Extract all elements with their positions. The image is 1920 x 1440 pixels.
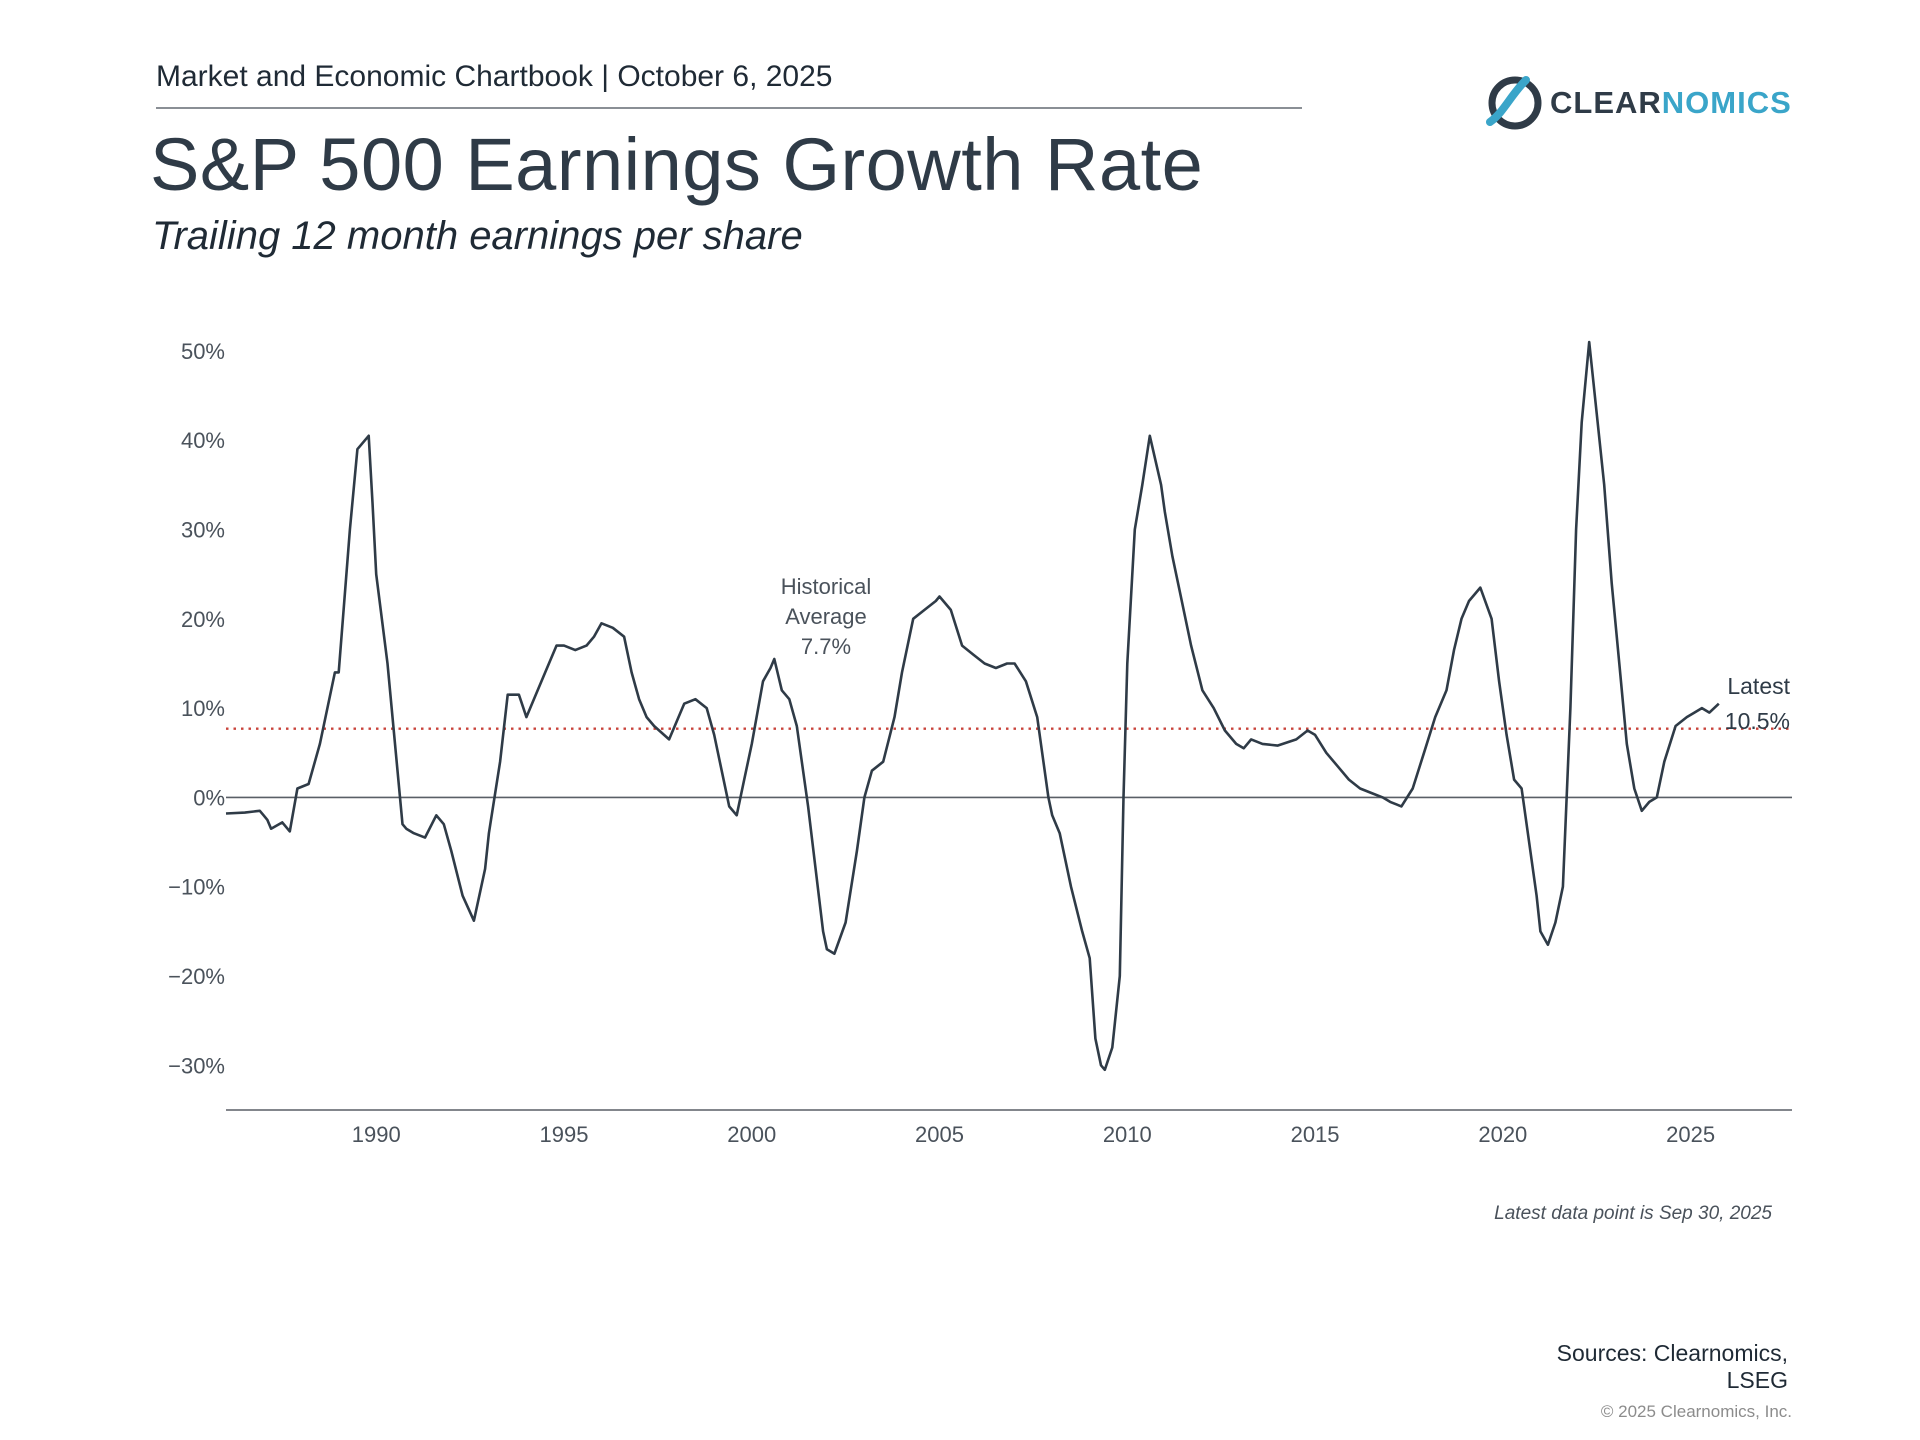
x-tick-label: 2025 xyxy=(1666,1122,1715,1147)
y-tick-label: −20% xyxy=(168,964,225,989)
logo-text-nomics: NOMICS xyxy=(1661,85,1792,120)
clearnomics-logo: CLEARNOMICS xyxy=(1486,72,1792,134)
y-tick-label: −30% xyxy=(168,1053,225,1078)
copyright-note: © 2025 Clearnomics, Inc. xyxy=(1600,1402,1792,1421)
y-tick-label: 30% xyxy=(181,518,225,543)
x-tick-label: 1995 xyxy=(540,1122,589,1147)
average-label-line-2: Average xyxy=(785,604,867,629)
x-tick-label: 2010 xyxy=(1103,1122,1152,1147)
earnings-growth-series-line xyxy=(225,340,1720,1072)
y-tick-label: 50% xyxy=(181,339,225,364)
sources-line-2: LSEG xyxy=(1726,1367,1788,1393)
latest-label-line-1: Latest xyxy=(1727,673,1790,699)
y-tick-label: 40% xyxy=(181,428,225,453)
x-tick-label: 2020 xyxy=(1478,1122,1527,1147)
x-tick-label: 2015 xyxy=(1291,1122,1340,1147)
logo-text-clear: CLEAR xyxy=(1550,85,1662,120)
clearnomics-swoosh-icon xyxy=(1486,76,1542,130)
y-axis: 50% 40% 30% 20% 10% 0% −10% −20% −30% xyxy=(168,339,225,1078)
latest-label-line-2: 10.5% xyxy=(1725,708,1790,734)
sources-note: Sources: Clearnomics, LSEG xyxy=(1557,1340,1788,1394)
y-tick-label: 20% xyxy=(181,607,225,632)
sources-line-1: Sources: Clearnomics, xyxy=(1556,1340,1788,1366)
y-tick-label: 10% xyxy=(181,696,225,721)
header-divider xyxy=(156,107,1302,109)
chartbook-header: Market and Economic Chartbook | October … xyxy=(156,60,833,93)
latest-data-note: Latest data point is Sep 30, 2025 xyxy=(1494,1203,1772,1224)
x-tick-label: 2005 xyxy=(915,1122,964,1147)
page-title: S&P 500 Earnings Growth Rate xyxy=(150,123,1204,206)
average-label-line-3: 7.7% xyxy=(801,634,851,659)
x-axis: 1990 1995 2000 2005 2010 2015 2020 2025 xyxy=(352,1122,1715,1147)
y-tick-label: 0% xyxy=(193,785,225,810)
y-tick-label: −10% xyxy=(168,875,225,900)
x-tick-label: 2000 xyxy=(727,1122,776,1147)
x-tick-label: 1990 xyxy=(352,1122,401,1147)
page-subtitle: Trailing 12 month earnings per share xyxy=(152,214,803,258)
average-label-line-1: Historical xyxy=(781,574,871,599)
